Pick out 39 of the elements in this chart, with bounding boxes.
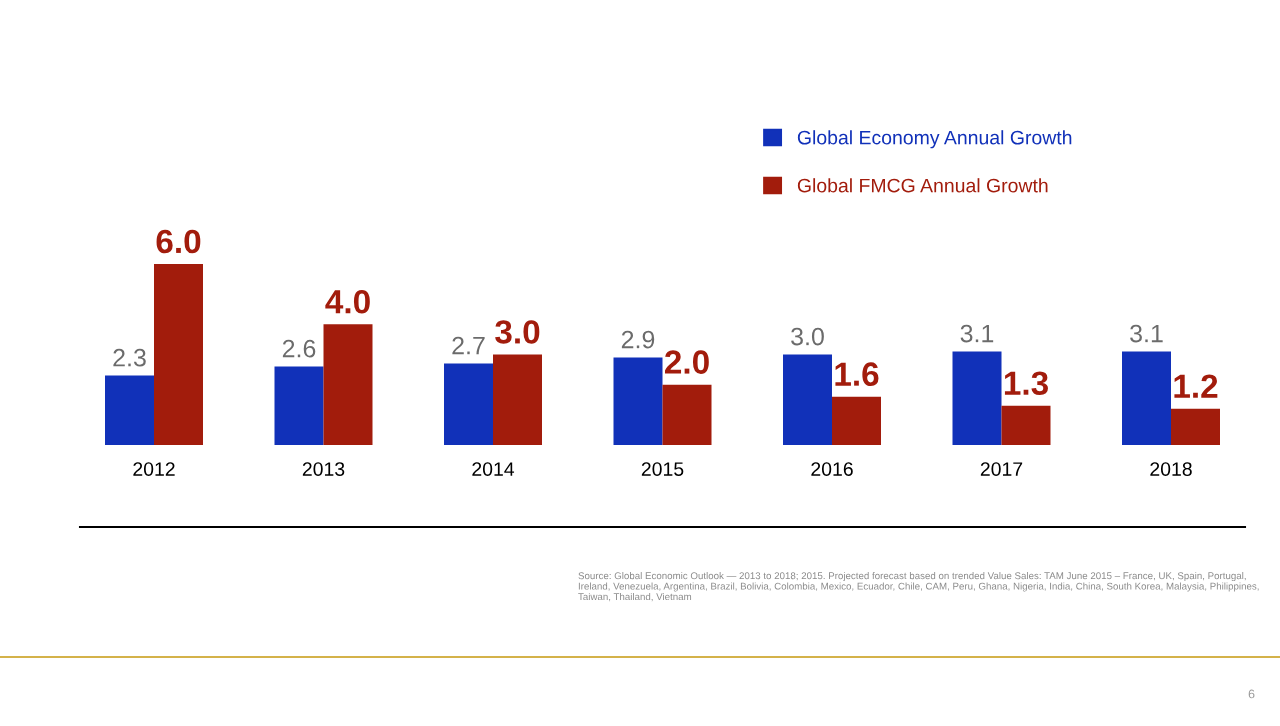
- data-label: 2.7: [452, 336, 485, 355]
- data-label: 4.0: [325, 289, 370, 314]
- data-label: 3.1: [1130, 324, 1163, 343]
- bar: [1001, 405, 1051, 445]
- bar: [105, 375, 154, 445]
- text: 6: [1248, 689, 1255, 699]
- bar: [783, 354, 832, 445]
- data-label: 2.9: [621, 330, 655, 349]
- data-label: 1.2: [1174, 374, 1218, 398]
- data-label: 3.0: [791, 327, 824, 346]
- x-tick-label: 2017: [980, 462, 1023, 476]
- legend-label: Global FMCG Annual Growth: [797, 178, 1048, 193]
- data-label: 1.3: [1004, 371, 1048, 396]
- bar: [154, 264, 203, 445]
- x-tick-label: 2012: [133, 462, 175, 476]
- data-label: 1.6: [835, 362, 879, 386]
- data-label: 2.6: [282, 339, 316, 358]
- bar: [1171, 408, 1220, 445]
- bar: [832, 396, 881, 445]
- x-tick-label: 2013: [302, 462, 345, 476]
- source-note: Source: Global Economic Outlook — 2013 to 2018; 2015. Projected forecast based on trended Value Sales: TAM June 2015 – France, UK, Spain, Portugal, Ireland, Venezuela, Argentina, Brazil, Bolivia, Colombia, Mexico, Ecuador, Chile, CAM, Peru, Ghana, Nigeria, India, China, South Korea, Malaysia, Philippines, Taiwan, Thailand, Vietnam: [578, 572, 1259, 602]
- bar: [952, 351, 1002, 445]
- bar: [613, 357, 663, 445]
- data-label: 2.0: [664, 350, 709, 374]
- bar: [444, 363, 493, 445]
- bar: [274, 366, 324, 445]
- data-label: 6.0: [156, 229, 201, 254]
- data-label: 3.1: [960, 324, 994, 343]
- bar: [493, 354, 542, 445]
- bar: [323, 324, 373, 445]
- data-label: 3.0: [495, 320, 540, 344]
- x-tick-label: 2014: [472, 462, 515, 476]
- x-tick-label: 2018: [1150, 462, 1192, 476]
- bar: [662, 384, 712, 445]
- x-tick-label: 2015: [641, 462, 684, 476]
- legend-label: Global Economy Annual Growth: [797, 130, 1072, 149]
- x-tick-label: 2016: [811, 462, 853, 476]
- data-label: 2.3: [113, 348, 146, 367]
- bar: [1122, 351, 1171, 445]
